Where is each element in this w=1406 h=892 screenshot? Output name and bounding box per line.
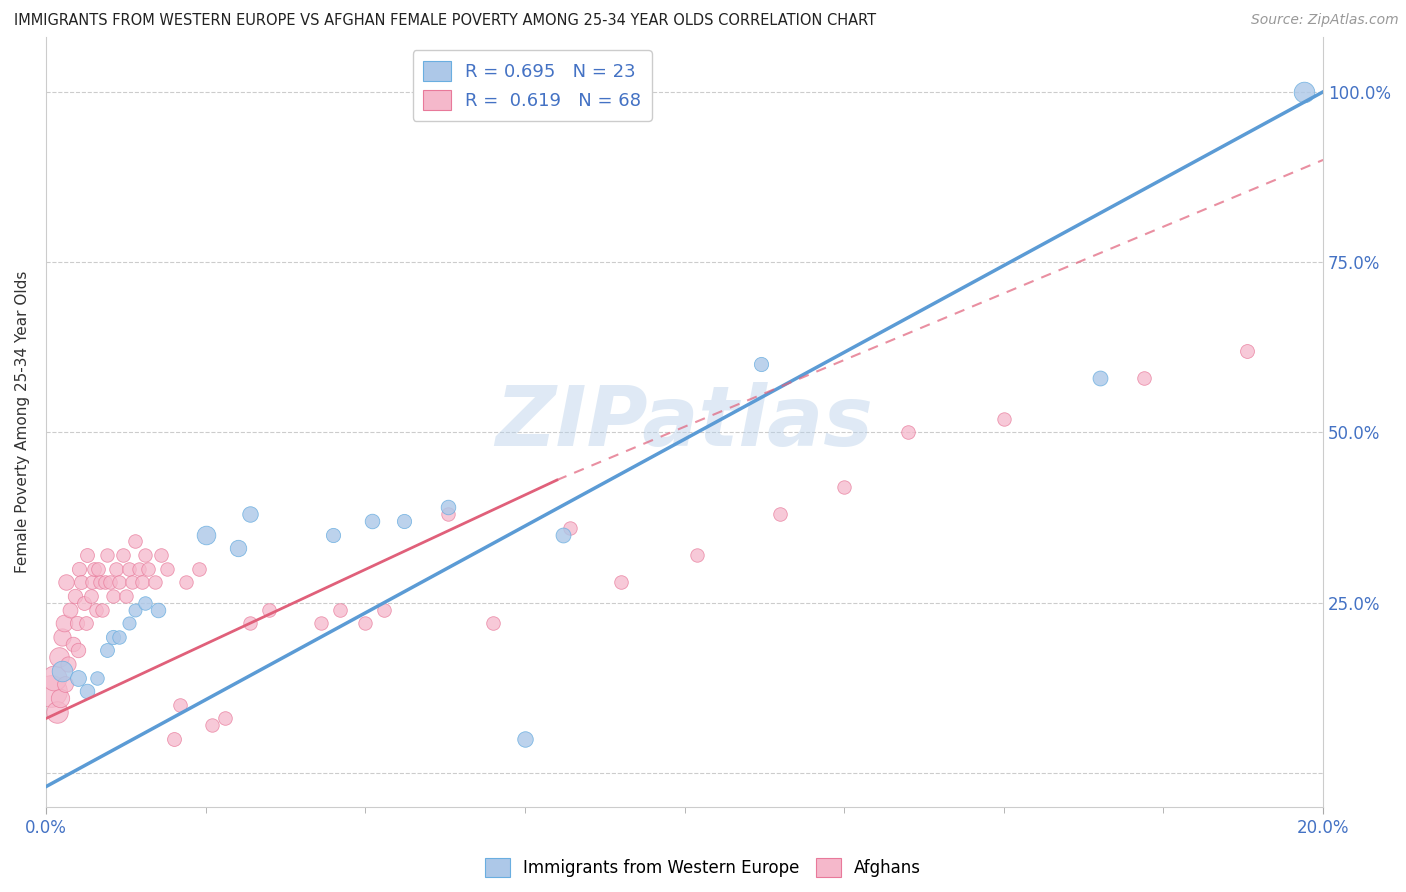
Point (65, 616, 87, 631)
Point (214, 711, 236, 725)
Point (149, 548, 172, 562)
Point (832, 480, 855, 494)
Point (59, 602, 82, 616)
Point (437, 507, 460, 521)
Point (1236, 343, 1258, 358)
Point (143, 575, 166, 590)
Point (749, 357, 772, 371)
Point (239, 616, 262, 631)
Point (62, 636, 84, 650)
Point (373, 602, 395, 616)
Point (98, 575, 121, 590)
Point (66, 671, 89, 685)
Point (48, 650, 70, 665)
Point (89, 575, 111, 590)
Point (259, 602, 281, 616)
Point (1292, 85, 1315, 99)
Point (96, 548, 118, 562)
Point (131, 575, 153, 590)
Legend: Immigrants from Western Europe, Afghans: Immigrants from Western Europe, Afghans (478, 852, 928, 884)
Point (39, 684, 62, 698)
Point (66, 643, 89, 657)
Point (322, 527, 344, 541)
Point (121, 575, 143, 590)
Point (42, 671, 65, 685)
Point (329, 602, 352, 616)
Point (91, 602, 114, 616)
Point (1133, 371, 1156, 385)
Point (46, 705, 69, 719)
Point (86, 671, 108, 685)
Text: Source: ZipAtlas.com: Source: ZipAtlas.com (1251, 13, 1399, 28)
Point (1088, 371, 1111, 385)
Point (558, 521, 581, 535)
Point (84, 602, 107, 616)
Point (75, 616, 97, 631)
Text: ZIPatlas: ZIPatlas (496, 382, 873, 463)
Point (146, 602, 169, 616)
Point (96, 643, 118, 657)
Point (686, 548, 709, 562)
Point (83, 561, 105, 575)
Point (163, 731, 186, 746)
Point (188, 561, 211, 575)
Point (354, 616, 377, 631)
Point (482, 616, 505, 631)
Point (118, 616, 141, 631)
Point (80, 575, 103, 590)
Point (553, 527, 575, 541)
Point (309, 616, 332, 631)
Point (76, 548, 98, 562)
Point (53, 677, 76, 691)
Point (111, 548, 134, 562)
Point (93, 575, 115, 590)
Point (124, 534, 146, 549)
Point (76, 684, 98, 698)
Point (993, 411, 1015, 425)
Point (176, 575, 198, 590)
Y-axis label: Female Poverty Among 25-34 Year Olds: Female Poverty Among 25-34 Year Olds (15, 271, 30, 574)
Point (239, 507, 262, 521)
Point (128, 561, 150, 575)
Point (63, 589, 86, 603)
Point (52, 616, 75, 631)
Point (360, 514, 382, 528)
Point (55, 575, 77, 590)
Point (134, 548, 156, 562)
Point (101, 589, 124, 603)
Point (114, 589, 136, 603)
Point (156, 561, 179, 575)
Point (392, 514, 415, 528)
Point (136, 561, 159, 575)
Point (51, 664, 73, 678)
Point (67, 561, 90, 575)
Point (169, 698, 191, 712)
Point (897, 425, 920, 440)
Point (769, 507, 792, 521)
Point (58, 657, 80, 671)
Point (194, 527, 217, 541)
Point (609, 575, 631, 590)
Point (101, 630, 124, 644)
Point (105, 561, 128, 575)
Text: IMMIGRANTS FROM WESTERN EUROPE VS AFGHAN FEMALE POVERTY AMONG 25-34 YEAR OLDS CO: IMMIGRANTS FROM WESTERN EUROPE VS AFGHAN… (14, 13, 876, 29)
Point (513, 731, 536, 746)
Point (87, 561, 110, 575)
Point (437, 500, 460, 515)
Point (51, 630, 73, 644)
Point (108, 630, 131, 644)
Point (108, 575, 131, 590)
Point (73, 596, 96, 610)
Point (79, 589, 101, 603)
Point (70, 575, 93, 590)
Point (201, 718, 224, 732)
Point (124, 602, 146, 616)
Point (49, 691, 72, 706)
Point (118, 561, 141, 575)
Legend: R = 0.695   N = 23, R =  0.619   N = 68: R = 0.695 N = 23, R = 0.619 N = 68 (412, 50, 652, 120)
Point (134, 596, 156, 610)
Point (226, 541, 249, 556)
